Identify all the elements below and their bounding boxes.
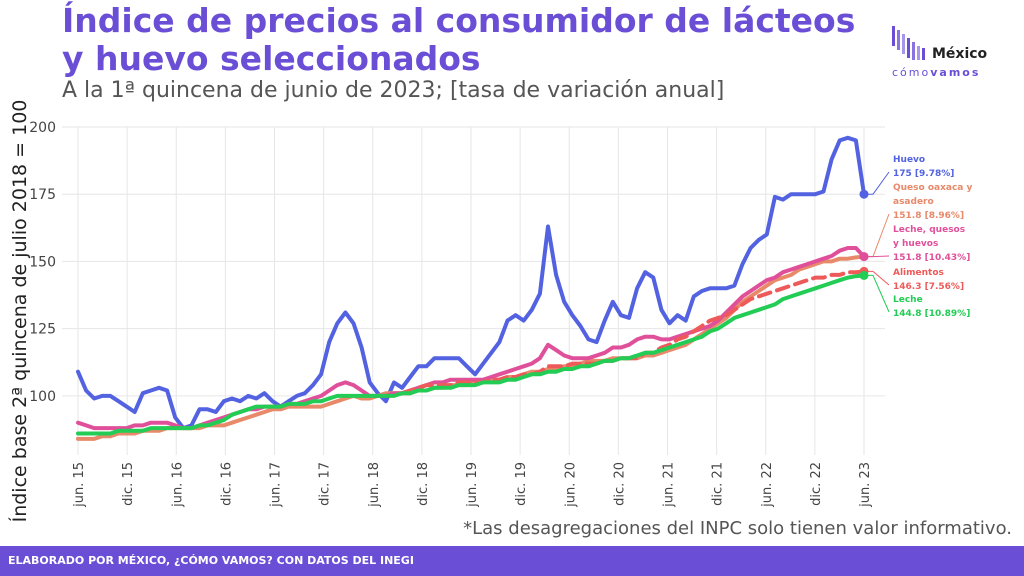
footnote: *Las desagregaciones del INPC solo tiene… [463,518,1012,539]
y-tick-label: 150 [29,254,56,270]
footer-bar: ELABORADO POR MÉXICO, ¿CÓMO VAMOS? CON D… [0,546,1024,576]
series-line-leche-quesos-y-huevos [76,246,866,431]
x-tick-label: jun. 21 [662,462,677,508]
series-label-value: 151.8 [8.96%] [893,211,964,221]
x-tick-label: dic. 22 [809,462,824,506]
x-tick-label: dic. 15 [121,462,136,506]
series-end-point [859,270,869,280]
series-label-connector [868,213,890,258]
x-tick-label: jun. 18 [367,462,382,508]
x-tick-label: dic. 20 [612,462,627,506]
logo-tagline: cómovamos [892,66,981,79]
x-tick-label: dic. 18 [416,462,431,506]
chart-subtitle: A la 1ª quincena de junio de 2023; [tasa… [62,78,725,103]
x-tick-label: dic. 21 [711,462,726,506]
series-label-name: Huevo [893,155,925,165]
x-tick-label: jun. 19 [465,462,480,508]
y-tick-label: 100 [29,389,56,405]
chart-title: Índice de precios al consumidor de lácte… [62,1,856,78]
series-label-value: 144.8 [10.89%] [893,309,970,319]
x-tick-label: jun. 20 [563,462,578,508]
series-label-name: Alimentos [893,268,944,278]
series-label-name: asadero [893,197,934,207]
x-tick-label: dic. 19 [514,462,529,506]
x-tick-label: jun. 22 [760,462,775,508]
series-label-value: 146.3 [7.56%] [893,282,964,292]
series-label-connector [868,274,890,313]
series-line-huevo [76,135,866,431]
series-label-name: y huevos [893,239,938,249]
x-tick-label: jun. 16 [170,462,185,508]
y-tick-label: 175 [29,187,56,203]
logo-name: México [932,46,988,62]
series-label-name: Leche [893,295,923,305]
series-label-connector [868,255,890,258]
x-tick-label: jun. 23 [858,462,873,508]
series-end-point [859,252,869,262]
series-label-name: Queso oaxaca y [893,183,973,193]
series-label-value: 151.8 [10.43%] [893,253,970,263]
series-line-leche [76,273,866,436]
footer-credit: ELABORADO POR MÉXICO, ¿CÓMO VAMOS? CON D… [8,554,414,567]
x-tick-label: dic. 16 [219,462,234,506]
x-tick-label: dic. 17 [318,462,333,506]
logo-bars-icon [892,26,925,60]
mexico-como-vamos-logo: México cómovamos [888,24,1008,84]
x-tick-label: jun. 15 [72,462,87,508]
series-label-name: Leche, quesos [893,225,965,235]
series-label-connector [868,270,890,286]
series-label-value: 175 [9.78%] [893,169,954,179]
x-tick-label: jun. 17 [269,462,284,508]
series-end-point [859,189,869,199]
y-tick-label: 125 [29,322,56,338]
y-tick-label: 200 [29,120,56,136]
series-label-connector [868,171,890,195]
